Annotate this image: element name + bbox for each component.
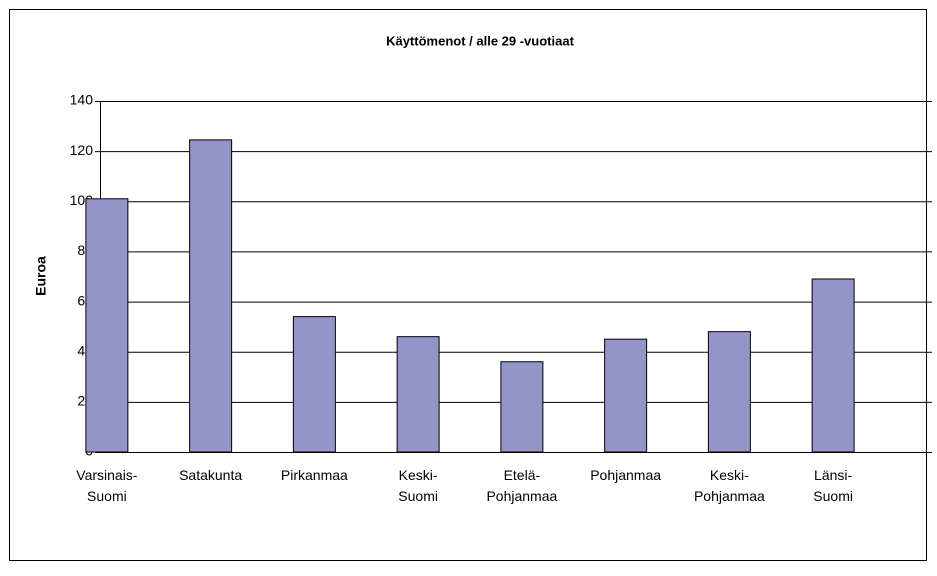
x-tick-label: Länsi-Suomi (813, 467, 853, 504)
bar (396, 336, 440, 453)
chart-border (9, 9, 927, 561)
y-tick-label: 120 (70, 142, 94, 158)
x-tick-label: Keski-Pohjanmaa (694, 467, 765, 504)
y-axis-label: Euroa (33, 256, 49, 296)
x-tick-label: Etelä-Pohjanmaa (486, 467, 557, 504)
bar (811, 278, 855, 453)
x-tick-label: Keski-Suomi (398, 467, 438, 504)
chart-title: Käyttömenot / alle 29 -vuotiaat (386, 33, 574, 48)
bar (604, 338, 648, 453)
x-tick-label: Pirkanmaa (281, 467, 348, 483)
x-tick-label: Varsinais-Suomi (76, 467, 138, 504)
bar (189, 139, 233, 453)
y-tick-label: 140 (70, 92, 94, 108)
bar (292, 316, 336, 453)
bar (85, 198, 129, 453)
x-tick-label: Satakunta (179, 467, 242, 483)
bar (707, 331, 751, 453)
bar (500, 361, 544, 453)
x-tick-label: Pohjanmaa (590, 467, 661, 483)
